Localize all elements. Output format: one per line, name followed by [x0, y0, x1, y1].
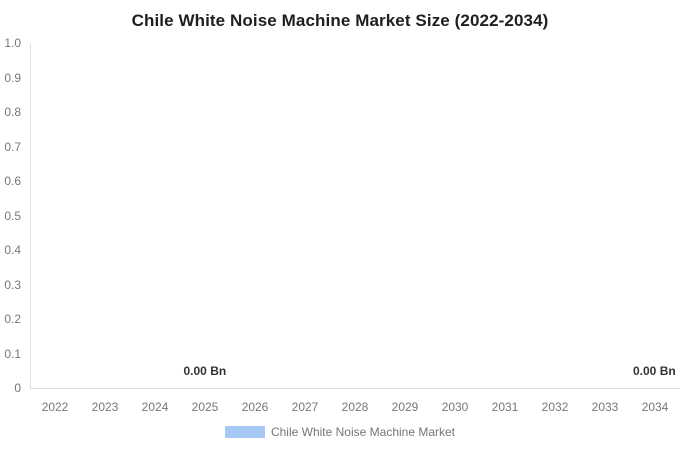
x-tick-label: 2028 — [341, 400, 369, 414]
y-tick-label: 0.5 — [4, 208, 21, 223]
x-tick-label: 2024 — [141, 400, 169, 414]
x-tick-label: 2032 — [541, 400, 569, 414]
y-tick-label: 0.6 — [4, 174, 21, 188]
legend-swatch[interactable] — [224, 426, 265, 438]
x-tick-label: 2031 — [491, 400, 519, 414]
x-tick-label: 2030 — [441, 400, 469, 414]
x-tick-label: 2026 — [241, 400, 269, 414]
x-tick-label: 2023 — [91, 400, 119, 414]
x-tick-label: 2033 — [591, 400, 619, 414]
y-axis-line — [30, 43, 31, 388]
y-tick-label: 0.7 — [4, 139, 21, 154]
x-tick-label: 2022 — [41, 400, 69, 414]
x-tick-label: 2027 — [291, 400, 319, 414]
x-axis-line — [30, 388, 680, 389]
y-tick-label: 0 — [14, 381, 21, 395]
y-tick-label: 0.9 — [4, 70, 21, 85]
y-tick-label: 0.1 — [4, 346, 21, 361]
y-tick-label: 0.8 — [4, 105, 21, 119]
x-tick-label: 2025 — [191, 400, 219, 414]
legend[interactable]: Chile White Noise Machine Market — [0, 425, 680, 439]
chart-title: Chile White Noise Machine Market Size (2… — [131, 11, 549, 30]
x-tick-label: 2034 — [641, 400, 669, 414]
x-tick-label: 2029 — [391, 400, 419, 414]
y-tick-label: 0.2 — [4, 312, 21, 326]
data-label: 0.00 Bn — [183, 364, 227, 378]
legend-label: Chile White Noise Machine Market — [270, 425, 456, 439]
y-tick-label: 0.3 — [4, 277, 21, 292]
y-tick-label: 0.4 — [4, 243, 21, 257]
data-label: 0.00 Bn — [633, 364, 676, 378]
y-tick-label: 1.0 — [4, 36, 21, 50]
